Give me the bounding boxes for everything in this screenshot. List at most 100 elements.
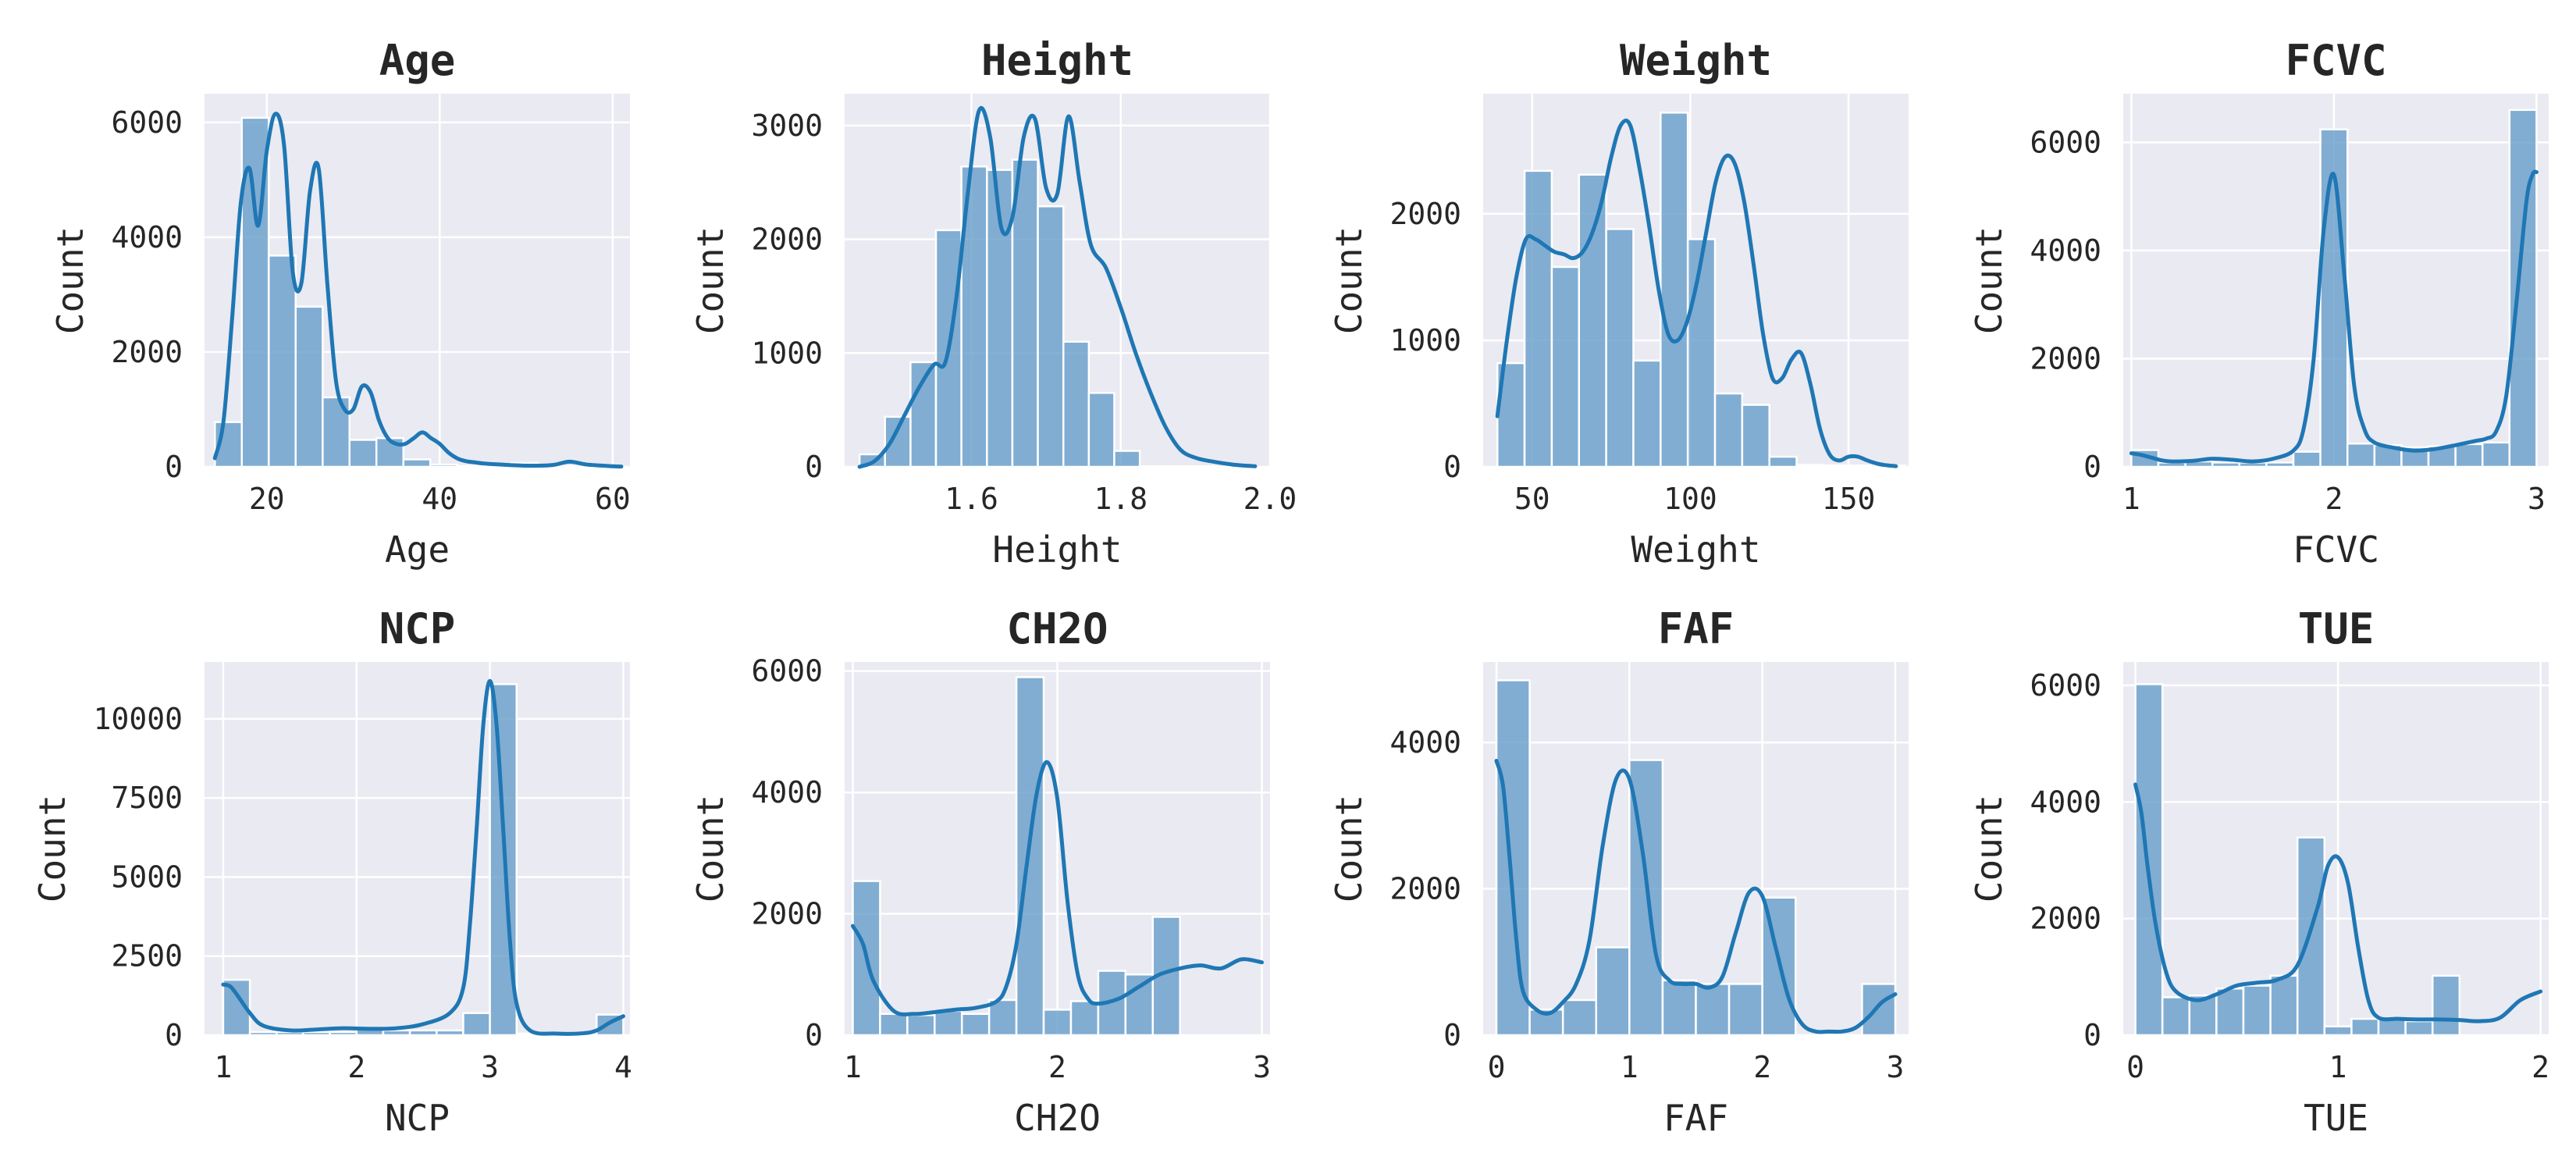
histogram-bar	[1523, 169, 1553, 468]
histogram-bar	[348, 439, 378, 468]
histogram-bar	[1561, 998, 1598, 1037]
chart-title: TUE	[2298, 604, 2375, 653]
histogram-bar	[248, 1030, 278, 1037]
histogram-bar	[302, 1030, 331, 1037]
histogram-bar	[1190, 465, 1218, 468]
x-tick-label: 150	[1822, 482, 1876, 516]
y-tick-label: 6000	[111, 105, 183, 140]
chart-title: NCP	[379, 604, 456, 653]
histogram-bar	[2454, 443, 2484, 468]
y-axis-label: Count	[689, 795, 731, 902]
histogram-bar	[1660, 112, 1689, 468]
y-tick-label: 2000	[751, 222, 823, 257]
x-tick-label: 40	[422, 482, 457, 516]
histogram-bar	[382, 1029, 411, 1037]
histogram-bar	[1823, 464, 1852, 468]
y-tick-label: 6000	[2030, 668, 2101, 703]
histogram-bar	[1015, 676, 1045, 1037]
panel-ch2o: 1 2 3 0 2000 4000 6000 CH2O Count CH2O	[689, 604, 1271, 1139]
chart-title: Age	[379, 36, 456, 85]
kde-line	[1495, 118, 1898, 468]
y-axis-label: Count	[1968, 795, 2010, 902]
y-tick-label: 4000	[2030, 785, 2101, 819]
kde-line	[2129, 169, 2539, 464]
chart-title: Height	[981, 36, 1133, 85]
kde-line	[221, 678, 625, 1036]
histogram-bar	[1850, 464, 1880, 468]
x-axis-label: CH2O	[1014, 1097, 1101, 1139]
histogram-bar	[2188, 994, 2218, 1037]
y-tick-label: 2000	[1389, 197, 1461, 231]
x-tick-label: 4	[614, 1050, 632, 1084]
y-tick-label: 2500	[111, 939, 183, 973]
panel-ncp: 1 2 3 4 0 2500 5000 7500 10000 NCP Count NCP	[31, 604, 632, 1139]
y-tick-label: 2000	[2030, 902, 2101, 936]
x-tick-label: 0	[1488, 1050, 1506, 1084]
y-tick-label: 0	[165, 1018, 183, 1052]
histogram-bar	[2431, 974, 2461, 1037]
y-tick-label: 4000	[1389, 725, 1461, 760]
kde-line	[212, 112, 624, 469]
y-tick-label: 4000	[111, 220, 183, 254]
histogram-bar	[2269, 974, 2299, 1037]
kde-line	[1494, 759, 1898, 1034]
x-tick-label: 2	[1753, 1050, 1771, 1084]
histogram-bar	[1069, 1000, 1100, 1037]
x-tick-label: 0	[2126, 1050, 2144, 1084]
x-axis-label: FAF	[1663, 1097, 1728, 1139]
chart-title: FCVC	[2285, 36, 2386, 85]
chart-title: Weight	[1620, 36, 1772, 85]
histogram-bar	[2292, 450, 2322, 468]
histogram-bar	[276, 1030, 304, 1037]
histogram-bar	[429, 463, 458, 468]
x-tick-label: 100	[1663, 482, 1717, 516]
histogram-bar	[1605, 228, 1635, 468]
y-tick-label: 0	[1443, 450, 1461, 484]
y-tick-label: 4000	[2030, 233, 2101, 268]
x-axis-label: NCP	[385, 1097, 450, 1139]
y-tick-label: 1000	[751, 336, 823, 370]
x-tick-label: 1	[2122, 482, 2140, 516]
y-tick-label: 2000	[751, 897, 823, 931]
histogram-bar	[408, 1029, 438, 1037]
x-tick-label: 2	[347, 1050, 365, 1084]
histogram-bar	[1661, 979, 1697, 1037]
histogram-bar	[1138, 465, 1167, 468]
y-tick-label: 7500	[111, 781, 183, 815]
histogram-bar	[1550, 265, 1581, 468]
x-tick-label: 1.8	[1094, 482, 1147, 516]
y-tick-label: 4000	[751, 775, 823, 810]
y-tick-label: 5000	[111, 860, 183, 894]
histogram-bar	[2323, 1025, 2353, 1037]
y-tick-label: 0	[2083, 1018, 2101, 1052]
histogram-bar	[1686, 238, 1717, 468]
chart-title: CH2O	[1006, 604, 1108, 653]
histogram-bar	[268, 254, 297, 468]
chart-title: FAF	[1658, 604, 1735, 653]
kde-line	[2133, 782, 2543, 1023]
histogram-bar	[1042, 1009, 1073, 1037]
plot-area	[1483, 662, 1909, 1035]
histogram-bar	[402, 458, 432, 468]
panel-height: 1.6 1.8 2.0 0 1000 2000 3000 Height Count Height	[689, 36, 1297, 571]
histogram-bar	[456, 464, 486, 468]
histogram-bar	[1124, 973, 1155, 1037]
histogram-bar	[1578, 173, 1607, 468]
histogram-bar	[1062, 340, 1091, 468]
y-tick-label: 2000	[1389, 872, 1461, 906]
y-tick-label: 0	[805, 1018, 823, 1052]
histogram-bar	[2508, 109, 2538, 468]
y-tick-label: 6000	[751, 654, 823, 689]
y-axis-label: Count	[1328, 226, 1370, 334]
y-tick-label: 1000	[1389, 323, 1461, 358]
histogram-bar	[1164, 465, 1192, 468]
x-tick-label: 2	[1048, 1050, 1066, 1084]
x-tick-label: 20	[249, 482, 285, 516]
y-tick-label: 6000	[2030, 125, 2101, 159]
y-axis-label: Count	[31, 795, 73, 902]
x-axis-label: TUE	[2304, 1097, 2368, 1139]
histogram-bar	[1595, 946, 1631, 1037]
y-tick-label: 2000	[2030, 341, 2101, 376]
y-tick-label: 0	[805, 450, 823, 484]
x-tick-label: 1	[214, 1050, 232, 1084]
